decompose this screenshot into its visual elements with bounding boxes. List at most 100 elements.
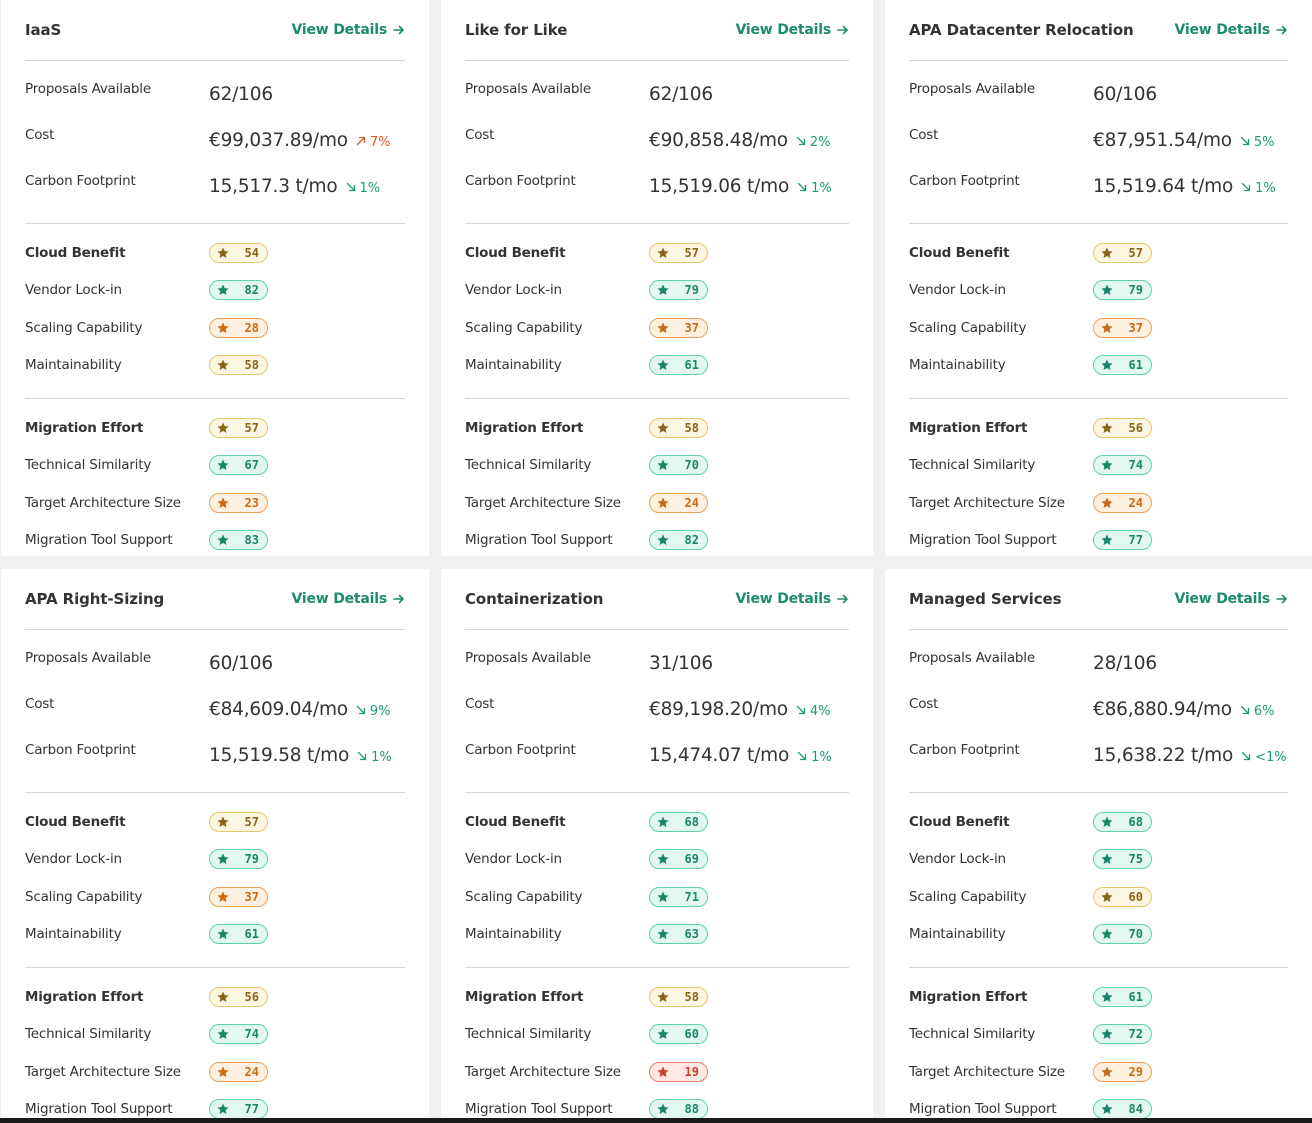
score-badge: 88 — [649, 1099, 708, 1120]
score-row: Migration Tool Support 77 — [25, 1091, 405, 1123]
carbon-value: 15,474.07 t/mo — [649, 744, 790, 766]
view-details-link[interactable]: View Details — [292, 22, 405, 38]
card-header: Like for Like View Details — [465, 0, 849, 61]
score-badge: 56 — [1093, 417, 1152, 438]
score-value: 37 — [1128, 320, 1143, 335]
migration-effort-section: Migration Effort 61 Technical Similarity… — [909, 968, 1288, 1123]
star-icon — [1101, 891, 1113, 902]
bottom-bar — [0, 1118, 1312, 1123]
score-value: 72 — [1128, 1027, 1143, 1042]
proposals-row: Proposals Available 60/106 — [25, 640, 405, 686]
cloud-benefit-row: Cloud Benefit 57 — [25, 803, 405, 841]
score-value: 83 — [244, 533, 259, 548]
score-label: Migration Tool Support — [25, 532, 173, 549]
score-value: 79 — [244, 852, 259, 867]
card-header: Managed Services View Details — [909, 569, 1288, 630]
cost-trend: 5% — [1240, 135, 1275, 150]
score-value: 61 — [1128, 989, 1143, 1004]
trend-down-icon — [1240, 704, 1250, 719]
star-icon — [217, 853, 229, 865]
score-label: Target Architecture Size — [25, 494, 181, 511]
cloud-benefit-label: Cloud Benefit — [465, 244, 566, 261]
score-badge: 68 — [1093, 811, 1152, 832]
cost-trend-text: 7% — [369, 134, 391, 150]
star-icon — [657, 853, 669, 865]
score-label: Migration Tool Support — [465, 532, 613, 549]
card-header: IaaS View Details — [25, 0, 405, 61]
proposals-value: 62/106 — [649, 83, 713, 105]
score-row: Maintainability 58 — [25, 347, 405, 385]
score-badge: 60 — [1093, 886, 1152, 907]
view-details-link[interactable]: View Details — [292, 591, 405, 607]
migration-effort-row: Migration Effort 58 — [465, 409, 849, 447]
view-details-link[interactable]: View Details — [736, 591, 849, 607]
trend-down-icon — [357, 750, 367, 765]
card-title: Containerization — [465, 590, 604, 608]
score-badge: 58 — [649, 986, 708, 1007]
score-value: 71 — [684, 889, 699, 904]
score-value: 60 — [1128, 889, 1143, 904]
score-label: Target Architecture Size — [465, 1063, 621, 1080]
score-value: 70 — [1128, 927, 1143, 942]
cloud-benefit-section: Cloud Benefit 57 Vendor Lock-in 79 Scali… — [909, 224, 1288, 399]
cost-label: Cost — [25, 696, 55, 712]
score-badge: 83 — [209, 530, 268, 551]
score-value: 60 — [684, 1027, 699, 1042]
score-badge: 77 — [209, 1099, 268, 1120]
score-row: Target Architecture Size 23 — [25, 484, 405, 522]
score-badge: 75 — [1093, 849, 1152, 870]
score-badge: 79 — [1093, 280, 1152, 301]
score-value: 56 — [1128, 420, 1143, 435]
score-label: Migration Tool Support — [909, 1101, 1057, 1118]
carbon-row: Carbon Footprint 15,519.06 t/mo 1% — [465, 163, 849, 209]
star-icon — [657, 991, 669, 1002]
trend-down-icon — [1240, 135, 1250, 150]
star-icon — [1101, 1066, 1113, 1077]
star-icon — [1101, 816, 1113, 827]
carbon-trend: 1% — [797, 181, 832, 196]
star-icon — [657, 1028, 669, 1040]
view-details-link[interactable]: View Details — [736, 22, 849, 38]
carbon-trend-text: 1% — [359, 180, 381, 196]
carbon-trend-text: <1% — [1255, 749, 1287, 765]
proposals-value: 28/106 — [1093, 652, 1157, 674]
score-value: 68 — [684, 814, 699, 829]
star-icon — [217, 322, 229, 333]
cloud-benefit-row: Cloud Benefit 57 — [909, 234, 1288, 272]
proposals-label: Proposals Available — [25, 81, 151, 97]
cost-trend-text: 6% — [1253, 703, 1275, 719]
score-label: Vendor Lock-in — [465, 282, 562, 299]
score-value: 69 — [684, 852, 699, 867]
score-label: Vendor Lock-in — [909, 851, 1006, 868]
migration-effort-label: Migration Effort — [909, 419, 1028, 436]
migration-effort-row: Migration Effort 56 — [25, 978, 405, 1016]
cost-label: Cost — [465, 127, 495, 143]
score-value: 75 — [1128, 852, 1143, 867]
carbon-trend-text: 1% — [811, 180, 832, 196]
score-label: Target Architecture Size — [909, 494, 1065, 511]
card-title: Like for Like — [465, 21, 568, 39]
score-badge: 82 — [649, 530, 708, 551]
score-row: Technical Similarity 67 — [25, 447, 405, 485]
cost-value: €87,951.54/mo — [1093, 129, 1232, 151]
score-row: Maintainability 61 — [909, 347, 1288, 385]
score-badge: 82 — [209, 280, 268, 301]
view-details-link[interactable]: View Details — [1175, 22, 1288, 38]
score-label: Technical Similarity — [25, 457, 152, 474]
cost-row: Cost €89,198.20/mo 4% — [465, 686, 849, 732]
migration-effort-label: Migration Effort — [909, 988, 1028, 1005]
score-value: 58 — [684, 989, 699, 1004]
star-icon — [217, 534, 229, 546]
cost-value: €99,037.89/mo — [209, 129, 348, 151]
view-details-link[interactable]: View Details — [1175, 591, 1288, 607]
star-icon — [217, 284, 229, 296]
carbon-trend-text: 1% — [371, 749, 392, 765]
star-icon — [1101, 284, 1113, 296]
score-label: Technical Similarity — [909, 1026, 1036, 1043]
score-label: Maintainability — [465, 926, 562, 943]
migration-effort-row: Migration Effort 58 — [465, 978, 849, 1016]
score-badge: 61 — [649, 355, 708, 376]
score-value: 61 — [244, 927, 259, 942]
card-header: APA Datacenter Relocation View Details — [909, 0, 1288, 61]
proposals-label: Proposals Available — [465, 81, 591, 97]
